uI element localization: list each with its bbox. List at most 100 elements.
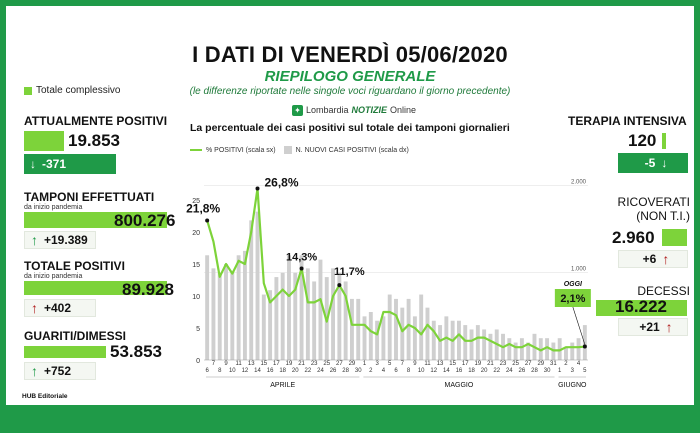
today-value: 2,1% [560,293,585,305]
x-tick-label: 30 [544,368,551,374]
ricoverati-delta: +6 ↑ [618,250,688,268]
arrow-down-icon: ↓ [30,157,36,171]
bar-new-cases [331,268,336,360]
ricoverati-label-sub: (NON T.I.) [636,209,690,223]
x-tick-label: 11 [236,361,243,367]
footer-credit: HUB Editoriale [22,393,68,400]
y-right-tick-label: 2.000 [571,179,587,185]
y-right-tick-label: 1.000 [571,267,587,273]
bar-new-cases [305,268,310,360]
ricoverati-label: RICOVERATI [617,195,690,209]
tamponi-label: TAMPONI EFFETTUATI [24,190,155,204]
page-note: (le differenze riportate nelle singole v… [189,86,511,97]
guariti-label: GUARITI/DIMESSI [24,329,127,343]
x-tick-label: 27 [336,361,343,367]
x-tick-label: 14 [254,368,261,374]
x-tick-label: 10 [418,368,425,374]
x-tick-label: 28 [531,368,538,374]
x-tick-label: 30 [355,368,362,374]
x-tick-label: 21 [298,361,305,367]
x-tick-label: 1 [558,368,562,374]
x-tick-label: 16 [267,368,274,374]
bar-new-cases [205,255,210,360]
x-tick-label: 9 [413,361,417,367]
x-tick-label: 20 [292,368,299,374]
line-positivity-percent [206,187,585,352]
arrow-up-icon: ↑ [31,363,38,379]
today-label: OGGI [564,281,583,288]
bar-new-cases [375,320,380,360]
legend-series-bar: N. NUOVI CASI POSITIVI (scala dx) [295,146,409,154]
arrow-up-icon: ↑ [31,232,38,248]
bar-new-cases [576,338,581,360]
attualmente-positivi-value: 19.853 [68,131,120,150]
bar-new-cases [274,277,279,360]
bar-new-cases [318,259,323,360]
x-tick-label: 5 [583,368,587,374]
bar-new-cases [349,298,354,360]
annotation-label: 26,8% [264,175,298,189]
x-tick-label: 13 [248,361,255,367]
x-tick-label: 3 [571,368,575,374]
bar-new-cases [538,338,543,360]
guariti-delta-value: +752 [44,364,72,378]
bar-new-cases [312,281,317,360]
bar-new-cases [564,346,568,360]
terapia-delta: -5 ↓ [618,153,688,173]
x-tick-label: 22 [493,368,500,374]
bar-new-cases [287,255,291,360]
decessi-label: DECESSI [637,284,690,298]
tamponi-delta-value: +19.389 [44,233,88,247]
positivity-chart: 05101520251.0002.00067891011121314151617… [186,175,591,389]
bar-new-cases [488,333,493,360]
bar-new-cases [249,220,254,360]
bar-new-cases [406,298,411,360]
legend-bar-swatch [283,146,292,154]
x-tick-label: 7 [401,361,405,367]
x-tick-label: 25 [512,361,519,367]
legend-total-label: Totale complessivo [36,85,121,96]
bar-new-cases [381,316,386,360]
x-tick-label: 12 [242,368,249,374]
x-tick-label: 17 [462,361,469,367]
bar-new-cases [475,325,480,360]
x-tick-label: 2 [564,361,568,367]
x-tick-label: 3 [375,361,379,367]
bar-new-cases [293,272,298,360]
totale-positivi-value: 89.928 [122,280,174,299]
tamponi-delta: ↑ +19.389 [24,231,96,249]
x-tick-label: 12 [430,368,437,374]
x-tick-label: 17 [273,361,280,367]
arrow-down-icon: ↓ [661,156,668,170]
x-tick-label: 16 [456,368,463,374]
bar-new-cases [337,272,342,360]
x-tick-label: 23 [311,361,318,367]
x-tick-label: 29 [349,361,356,367]
y-left-tick-label: 20 [192,230,200,237]
terapia-label: TERAPIA INTENSIVA [568,114,687,128]
bar-new-cases [236,255,241,360]
decessi-delta-value: +21 [639,320,660,334]
x-tick-label: 9 [224,361,228,367]
totale-positivi-delta: ↑ +402 [24,299,96,317]
bar-new-cases [356,298,361,360]
attualmente-positivi-bar [24,131,64,151]
bar-new-cases [230,272,235,360]
x-tick-label: 27 [525,361,532,367]
month-label: APRILE [270,382,295,389]
x-tick-label: 24 [317,368,324,374]
brand-prefix: Lombardia [306,105,349,115]
x-tick-label: 15 [260,361,267,367]
bar-new-cases [557,338,562,360]
bar-new-cases [456,320,461,360]
bar-new-cases [368,312,373,360]
y-left-tick-label: 15 [192,262,200,269]
totale-positivi-delta-value: +402 [44,301,72,315]
terapia-delta-value: -5 [644,156,656,170]
arrow-up-icon: ↑ [665,319,673,335]
guariti-bar [24,346,106,358]
bar-new-cases [519,338,524,360]
tamponi-value: 800.276 [114,211,176,230]
x-tick-label: 31 [550,361,557,367]
x-tick-label: 6 [394,368,398,374]
